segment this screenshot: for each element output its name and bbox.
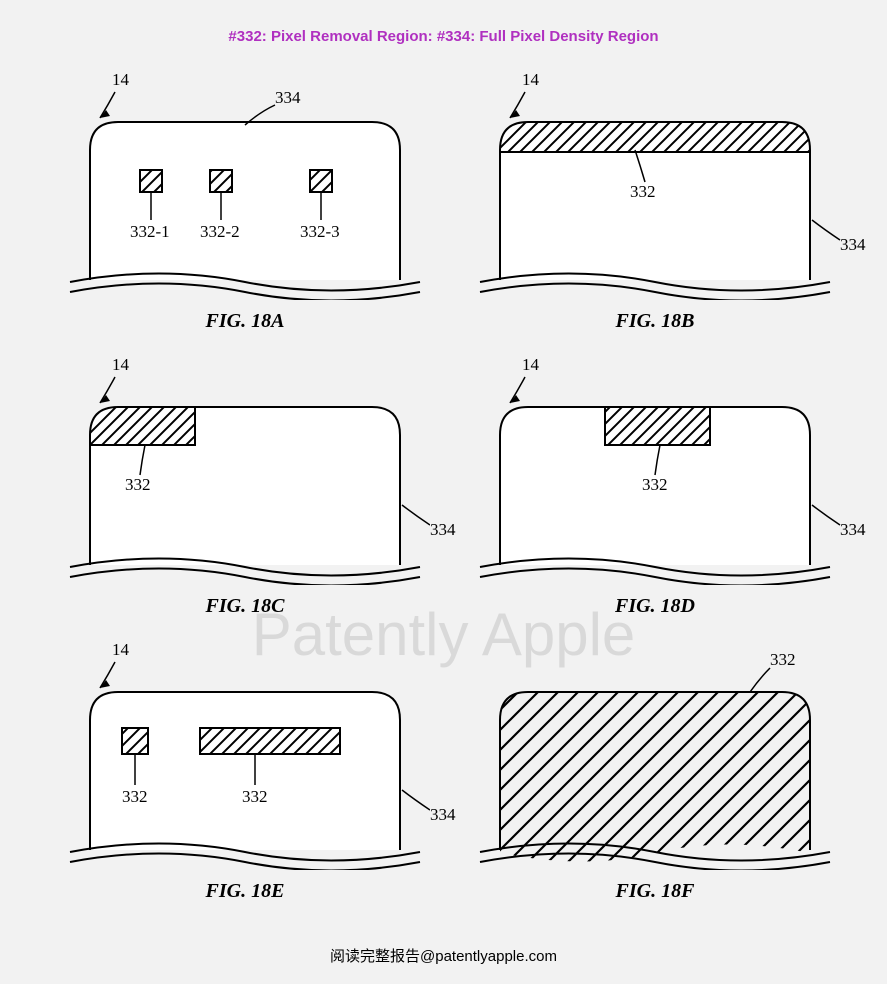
fig-18b: 14 332 334 FIG. 18B [470,70,870,300]
page: #332: Pixel Removal Region: #334: Full P… [0,0,887,984]
ref-334: 334 [840,520,866,540]
ref-14: 14 [522,355,539,375]
caption-18e: FIG. 18E [60,880,430,903]
ref-332-1: 332-1 [130,222,170,242]
fig-18f-svg [470,640,870,870]
caption-18a: FIG. 18A [60,310,430,333]
fig-18a: 14 334 332-1 332-2 332-3 FIG. 18A [60,70,430,300]
fig-18e: 14 332 332 334 FIG. 18E [60,640,430,870]
ref-14: 14 [522,70,539,90]
ref-332b: 332 [242,787,268,807]
ref-334: 334 [840,235,866,255]
caption-18f: FIG. 18F [470,880,840,903]
ref-14: 14 [112,355,129,375]
ref-332: 332 [642,475,668,495]
fig-18c-svg [60,355,430,585]
fig-18d-svg [470,355,870,585]
ref-332-3: 332-3 [300,222,340,242]
fig-18d: 14 332 334 FIG. 18D [470,355,870,585]
footer-text: 阅读完整报告@patentlyapple.com [0,945,887,966]
caption-18c: FIG. 18C [60,595,430,618]
ref-332: 332 [125,475,151,495]
fig-18c: 14 332 334 FIG. 18C [60,355,430,585]
fig-18f: 332 FIG. 18F [470,640,870,870]
header-title: #332: Pixel Removal Region: #334: Full P… [0,28,887,45]
caption-18b: FIG. 18B [470,310,840,333]
ref-332-2: 332-2 [200,222,240,242]
ref-334: 334 [430,520,456,540]
fig-18e-svg [60,640,430,870]
ref-332: 332 [630,182,656,202]
ref-334: 334 [430,805,456,825]
fig-18b-svg [470,70,870,300]
ref-14: 14 [112,640,129,660]
ref-332a: 332 [122,787,148,807]
ref-334: 334 [275,88,301,108]
caption-18d: FIG. 18D [470,595,840,618]
ref-14: 14 [112,70,129,90]
ref-332: 332 [770,650,796,670]
fig-18a-svg [60,70,430,300]
